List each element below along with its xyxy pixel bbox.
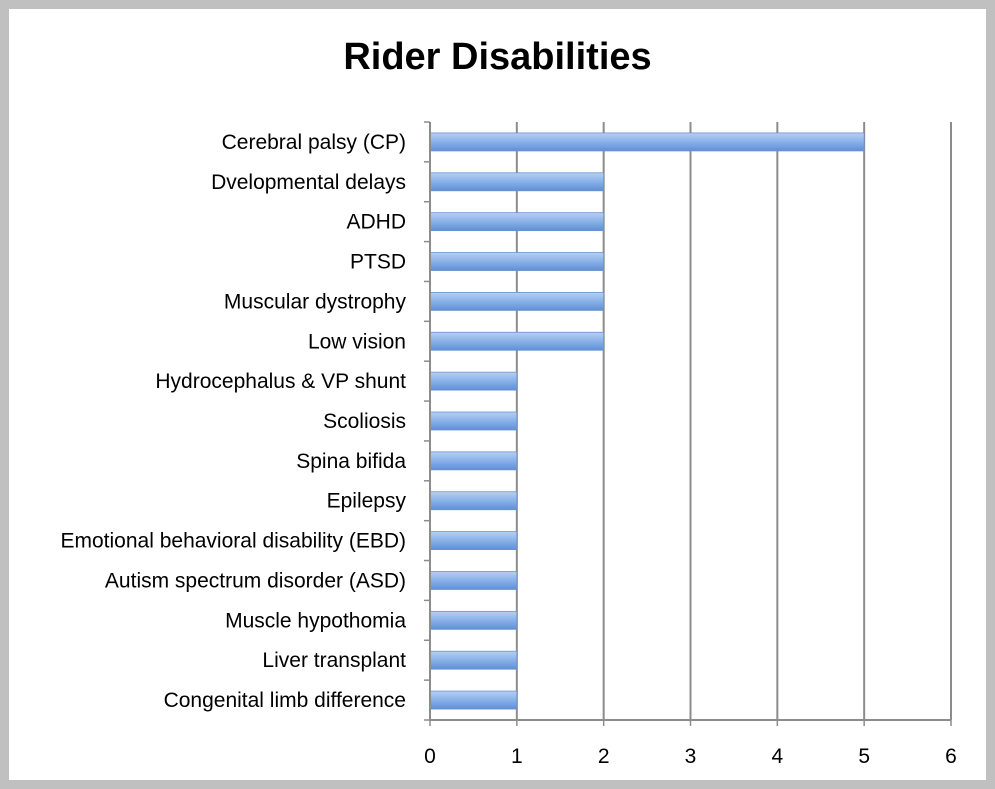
bar	[429, 451, 518, 471]
category-label: Dvelopmental delays	[211, 171, 406, 194]
x-tick-label: 0	[424, 745, 436, 768]
category-label: Spina bifida	[296, 450, 406, 473]
axes	[424, 121, 952, 726]
category-label: Cerebral palsy (CP)	[222, 131, 406, 154]
category-label: Low vision	[308, 330, 406, 353]
bar	[429, 650, 518, 670]
category-labels: Cerebral palsy (CP) Dvelopmental delays AD…	[61, 131, 407, 712]
category-label: Muscle hypothomia	[225, 609, 406, 632]
x-tick-label: 6	[945, 745, 957, 768]
bar	[429, 491, 518, 511]
category-label: Scoliosis	[323, 410, 406, 433]
category-label: Autism spectrum disorder (ASD)	[105, 569, 406, 592]
x-tick-label: 2	[598, 745, 610, 768]
category-label: Liver transplant	[262, 649, 406, 672]
bar	[429, 571, 518, 590]
bar	[429, 212, 605, 232]
category-label: PTSD	[350, 251, 406, 274]
x-tick-label: 3	[685, 745, 697, 768]
x-tick-labels: 0 1 2 3 4 5 6	[424, 745, 957, 768]
bar	[429, 291, 605, 311]
category-label: Congenital limb difference	[164, 689, 406, 712]
bar	[429, 252, 605, 271]
x-tick-label: 1	[511, 745, 523, 768]
category-label: Muscular dystrophy	[224, 290, 407, 313]
x-tick-label: 5	[858, 745, 870, 768]
bar	[429, 371, 518, 391]
chart-title: Rider Disabilities	[343, 36, 652, 78]
bar	[429, 610, 518, 630]
category-label: ADHD	[346, 211, 406, 234]
gridlines	[515, 122, 952, 720]
bar	[429, 172, 605, 192]
bar	[429, 531, 518, 550]
category-label: Emotional behavioral disability (EBD)	[61, 530, 407, 553]
category-label: Hydrocephalus & VP shunt	[155, 370, 406, 393]
category-label: Epilepsy	[327, 490, 407, 513]
bar	[429, 132, 865, 152]
x-tick-label: 4	[771, 745, 783, 768]
bars	[429, 132, 865, 710]
bar	[429, 331, 605, 351]
bar	[429, 411, 518, 431]
bar	[429, 690, 518, 710]
